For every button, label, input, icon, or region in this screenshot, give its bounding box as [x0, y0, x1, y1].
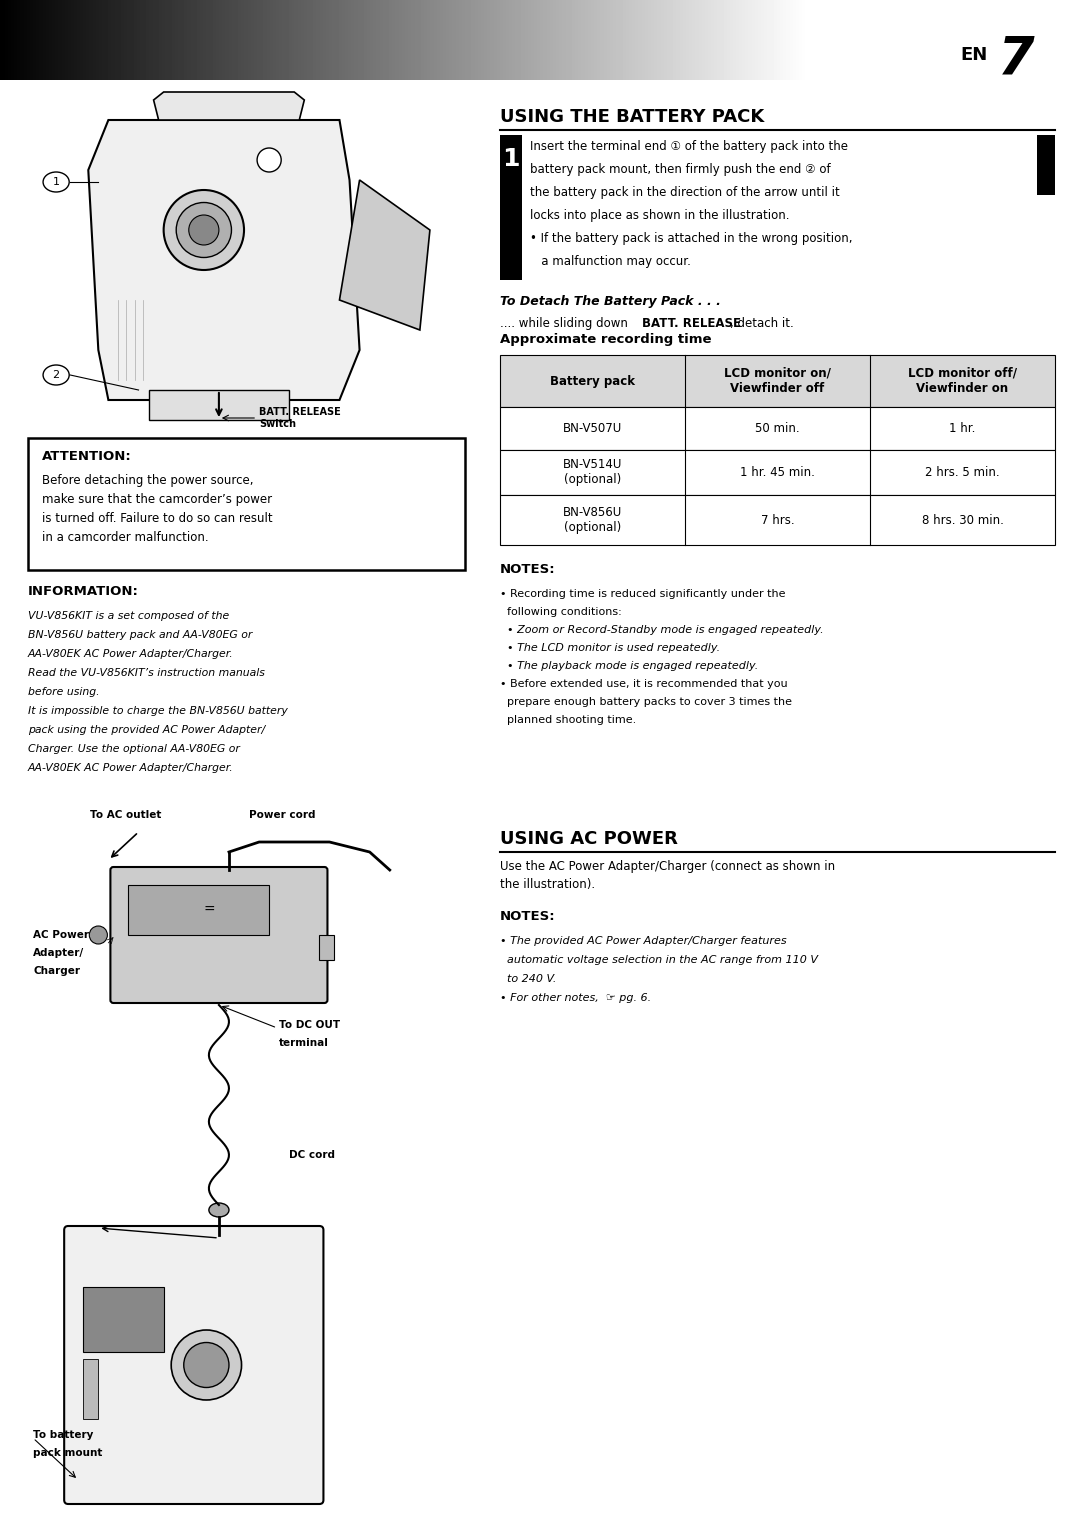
- Text: 7 hrs.: 7 hrs.: [760, 514, 794, 526]
- Text: 2: 2: [53, 369, 59, 380]
- Text: 2 hrs. 5 min.: 2 hrs. 5 min.: [926, 466, 1000, 478]
- Text: automatic voltage selection in the AC range from 110 V: automatic voltage selection in the AC ra…: [500, 955, 818, 964]
- Text: 8 hrs. 30 min.: 8 hrs. 30 min.: [921, 514, 1003, 526]
- Text: INFORMATION:: INFORMATION:: [28, 586, 139, 598]
- Text: 50 min.: 50 min.: [755, 422, 800, 435]
- Polygon shape: [89, 120, 360, 400]
- Ellipse shape: [257, 149, 281, 172]
- Text: USING THE BATTERY PACK: USING THE BATTERY PACK: [500, 107, 765, 126]
- Text: to 240 V.: to 240 V.: [500, 973, 556, 984]
- Ellipse shape: [172, 1331, 242, 1400]
- Bar: [810, 0, 1080, 80]
- Text: Switch: Switch: [259, 419, 296, 429]
- Text: .... while sliding down: .... while sliding down: [500, 317, 632, 330]
- Bar: [500, 135, 522, 281]
- Text: Adapter/: Adapter/: [33, 947, 84, 958]
- Bar: [28, 438, 465, 570]
- Polygon shape: [153, 92, 305, 120]
- Bar: [500, 356, 1055, 406]
- Text: 1: 1: [53, 176, 59, 187]
- Ellipse shape: [189, 215, 219, 245]
- Text: before using.: before using.: [28, 687, 99, 698]
- Text: Battery pack: Battery pack: [550, 374, 635, 388]
- Text: VU-V856KIT is a set composed of the: VU-V856KIT is a set composed of the: [28, 612, 229, 621]
- Text: • Recording time is reduced significantly under the: • Recording time is reduced significantl…: [500, 589, 785, 599]
- Text: BN-V507U: BN-V507U: [563, 422, 622, 435]
- Text: To Detach The Battery Pack . . .: To Detach The Battery Pack . . .: [500, 294, 720, 308]
- Text: 7: 7: [998, 34, 1035, 86]
- Bar: [83, 1358, 98, 1420]
- Text: • Zoom or Record-Standby mode is engaged repeatedly.: • Zoom or Record-Standby mode is engaged…: [500, 625, 824, 635]
- Text: BN-V856U
(optional): BN-V856U (optional): [563, 506, 622, 533]
- Text: Before detaching the power source,
make sure that the camcorder’s power
is turne: Before detaching the power source, make …: [42, 474, 272, 544]
- Text: , detach it.: , detach it.: [730, 317, 794, 330]
- Text: • If the battery pack is attached in the wrong position,: • If the battery pack is attached in the…: [530, 231, 852, 245]
- Ellipse shape: [184, 1343, 229, 1387]
- Text: • For other notes,  ☞ pg. 6.: • For other notes, ☞ pg. 6.: [500, 993, 651, 1003]
- Text: battery pack mount, then firmly push the end ② of: battery pack mount, then firmly push the…: [530, 162, 831, 176]
- Text: NOTES:: NOTES:: [500, 563, 555, 576]
- Text: locks into place as shown in the illustration.: locks into place as shown in the illustr…: [530, 208, 789, 222]
- Text: pack using the provided AC Power Adapter/: pack using the provided AC Power Adapter…: [28, 725, 265, 734]
- Ellipse shape: [208, 1203, 229, 1217]
- Text: ATTENTION:: ATTENTION:: [42, 451, 132, 463]
- Text: pack mount: pack mount: [33, 1449, 103, 1458]
- Bar: [129, 885, 269, 935]
- Text: prepare enough battery packs to cover 3 times the: prepare enough battery packs to cover 3 …: [500, 698, 792, 707]
- FancyBboxPatch shape: [110, 868, 327, 1003]
- Text: AA-V80EK AC Power Adapter/Charger.: AA-V80EK AC Power Adapter/Charger.: [28, 648, 233, 659]
- Text: 1: 1: [502, 147, 519, 172]
- Text: Read the VU-V856KIT’s instruction manuals: Read the VU-V856KIT’s instruction manual…: [28, 668, 265, 678]
- Text: BN-V856U battery pack and AA-V80EG or: BN-V856U battery pack and AA-V80EG or: [28, 630, 253, 639]
- Ellipse shape: [43, 172, 69, 192]
- Text: • The playback mode is engaged repeatedly.: • The playback mode is engaged repeatedl…: [500, 661, 758, 671]
- Bar: [320, 935, 335, 960]
- Text: planned shooting time.: planned shooting time.: [500, 714, 636, 725]
- Text: To DC OUT: To DC OUT: [280, 1019, 340, 1030]
- Text: USING AC POWER: USING AC POWER: [500, 829, 678, 848]
- Text: Power cord: Power cord: [249, 809, 315, 820]
- Bar: [500, 495, 1055, 546]
- FancyBboxPatch shape: [64, 1226, 323, 1504]
- Text: Charger. Use the optional AA-V80EG or: Charger. Use the optional AA-V80EG or: [28, 744, 240, 754]
- Bar: [500, 451, 1055, 495]
- Polygon shape: [339, 179, 430, 330]
- Text: To battery: To battery: [33, 1430, 93, 1439]
- Bar: [83, 1286, 164, 1352]
- Text: terminal: terminal: [280, 1038, 329, 1049]
- Bar: [149, 389, 289, 420]
- Bar: [1037, 135, 1055, 195]
- Text: AA-V80EK AC Power Adapter/Charger.: AA-V80EK AC Power Adapter/Charger.: [28, 763, 233, 773]
- Text: To AC outlet: To AC outlet: [91, 809, 162, 820]
- Text: =: =: [203, 903, 215, 917]
- Ellipse shape: [176, 202, 231, 258]
- Text: the battery pack in the direction of the arrow until it: the battery pack in the direction of the…: [530, 185, 840, 199]
- Text: LCD monitor off/
Viewfinder on: LCD monitor off/ Viewfinder on: [908, 366, 1017, 396]
- Text: following conditions:: following conditions:: [500, 607, 622, 616]
- Ellipse shape: [90, 926, 107, 944]
- Text: • Before extended use, it is recommended that you: • Before extended use, it is recommended…: [500, 679, 787, 688]
- Text: BATT. RELEASE: BATT. RELEASE: [259, 406, 341, 417]
- Text: LCD monitor on/
Viewfinder off: LCD monitor on/ Viewfinder off: [724, 366, 831, 396]
- Ellipse shape: [43, 365, 69, 385]
- Text: Approximate recording time: Approximate recording time: [500, 333, 712, 346]
- Text: It is impossible to charge the BN-V856U battery: It is impossible to charge the BN-V856U …: [28, 707, 287, 716]
- Text: 1 hr.: 1 hr.: [949, 422, 975, 435]
- Text: • The LCD monitor is used repeatedly.: • The LCD monitor is used repeatedly.: [500, 642, 720, 653]
- Text: BATT. RELEASE: BATT. RELEASE: [642, 317, 741, 330]
- Text: NOTES:: NOTES:: [500, 911, 555, 923]
- Text: EN: EN: [960, 46, 987, 64]
- Text: BN-V514U
(optional): BN-V514U (optional): [563, 458, 622, 486]
- Ellipse shape: [164, 190, 244, 270]
- Bar: [500, 406, 1055, 451]
- Text: Use the AC Power Adapter/Charger (connect as shown in
the illustration).: Use the AC Power Adapter/Charger (connec…: [500, 860, 835, 891]
- Text: DC cord: DC cord: [289, 1150, 335, 1160]
- Text: 1 hr. 45 min.: 1 hr. 45 min.: [740, 466, 815, 478]
- Text: Insert the terminal end ① of the battery pack into the: Insert the terminal end ① of the battery…: [530, 140, 848, 153]
- Text: a malfunction may occur.: a malfunction may occur.: [530, 254, 691, 268]
- Text: Charger: Charger: [33, 966, 80, 977]
- Text: • The provided AC Power Adapter/Charger features: • The provided AC Power Adapter/Charger …: [500, 937, 786, 946]
- Text: AC Power: AC Power: [33, 931, 89, 940]
